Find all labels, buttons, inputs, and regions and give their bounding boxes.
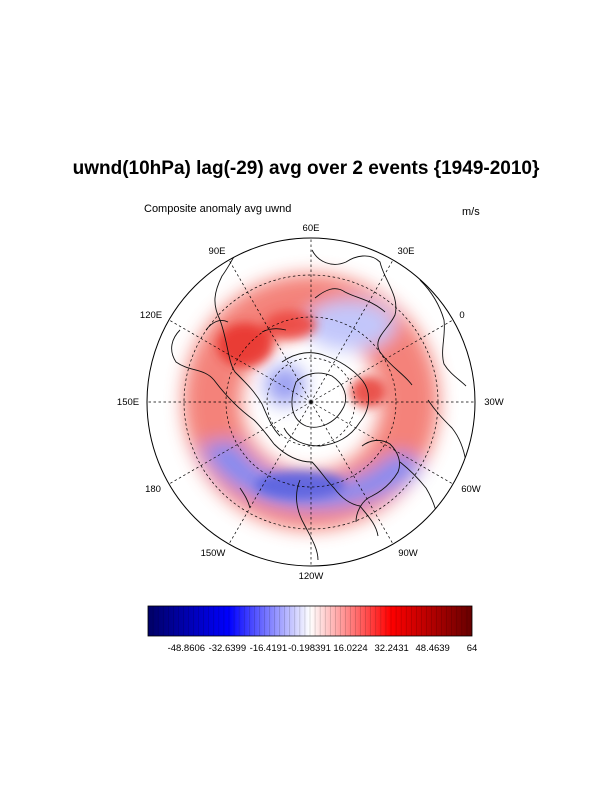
lon-label-150e: 150E <box>117 397 139 408</box>
graticule <box>147 238 475 566</box>
lon-label-180: 180 <box>145 484 161 495</box>
colorbar-tick-label: 48.4639 <box>416 643 450 654</box>
lon-label-30w: 30W <box>484 397 504 408</box>
lon-label-60w: 60W <box>461 484 481 495</box>
map-boundary <box>146 237 476 567</box>
plot-title: uwnd(10hPa) lag(-29) avg over 2 events {… <box>72 158 540 179</box>
colorbar-labels: -48.8606 -32.6399 -16.4191 -0.198391 16.0224… <box>168 643 478 654</box>
colorbar-tick-label: -48.8606 <box>168 643 206 654</box>
colorbar-gradient <box>148 606 472 636</box>
negative-min-south <box>255 471 345 499</box>
colorbar-tick-label: -0.198391 <box>288 643 331 654</box>
lon-label-90e: 90E <box>209 246 226 257</box>
lon-label-120w: 120W <box>299 571 324 582</box>
lon-label-0: 0 <box>459 310 464 321</box>
negative-anomaly-lower <box>200 440 420 509</box>
colorbar-tick-label: -32.6399 <box>209 643 247 654</box>
lon-label-90w: 90W <box>398 548 418 559</box>
colorbar: -48.8606 -32.6399 -16.4191 -0.198391 16.0224… <box>147 605 478 654</box>
plot-units: m/s <box>462 206 480 218</box>
colorbar-tick-label: 64 <box>467 643 478 654</box>
colorbar-border <box>147 605 473 637</box>
colorbar-segments <box>152 606 468 636</box>
colorbar-tick-label: -16.4191 <box>250 643 288 654</box>
lon-label-60e: 60E <box>303 223 320 234</box>
positive-max-west <box>217 323 273 367</box>
anomaly-field <box>183 274 439 530</box>
negative-anomaly-upper <box>305 300 395 350</box>
negative-anomaly-inner <box>265 365 305 405</box>
lon-label-120e: 120E <box>140 310 162 321</box>
colorbar-tick-label: 32.2431 <box>374 643 408 654</box>
plot-subtitle-left: Composite anomaly avg uwnd <box>144 203 292 215</box>
lon-label-30e: 30E <box>398 246 415 257</box>
colorbar-tick-label: 16.0224 <box>333 643 367 654</box>
lon-label-150w: 150W <box>201 548 226 559</box>
positive-max-north <box>264 311 316 339</box>
